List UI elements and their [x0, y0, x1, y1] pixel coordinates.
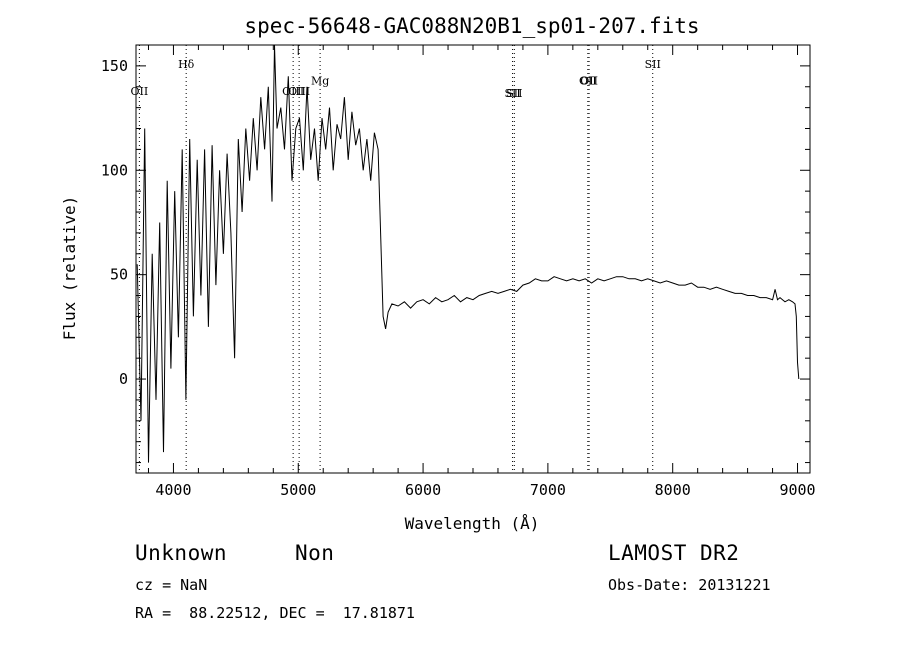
plot-frame [135, 44, 811, 474]
redshift-cz: cz = NaN [135, 576, 208, 594]
emission-label-6: SII [506, 87, 522, 100]
emission-label-8: OII [580, 75, 598, 88]
emission-label-1: Hδ [178, 58, 195, 71]
x-tick-label: 5000 [280, 481, 316, 499]
sky-coordinates: RA = 88.22512, DEC = 17.81871 [135, 604, 415, 622]
x-axis-label: Wavelength (Å) [405, 514, 540, 533]
spectral-subclass: Non [295, 541, 335, 565]
spectral-class: Unknown [135, 541, 228, 565]
emission-label-7: OII [579, 75, 597, 88]
observation-date: Obs-Date: 20131221 [608, 576, 771, 594]
y-tick-label: 100 [101, 161, 128, 179]
survey-name: LAMOST DR2 [608, 541, 740, 565]
y-axis-label: Flux (relative) [60, 196, 79, 341]
x-tick-label: 9000 [779, 481, 815, 499]
emission-label-5: SII [504, 87, 520, 100]
x-tick-label: 4000 [155, 481, 191, 499]
y-tick-label: 50 [110, 266, 128, 284]
y-tick-label: 150 [101, 57, 128, 75]
emission-label-3: OIII [288, 85, 310, 98]
chart-title: spec-56648-GAC088N20B1_sp01-207.fits [244, 14, 699, 38]
emission-label-9: SII [645, 58, 661, 71]
spectrum-series-0 [136, 44, 800, 463]
x-tick-label: 6000 [405, 481, 441, 499]
y-tick-label: 0 [119, 370, 128, 388]
emission-label-4: Mg [311, 75, 329, 88]
x-tick-label: 7000 [530, 481, 566, 499]
x-tick-label: 8000 [655, 481, 691, 499]
emission-label-0: OII [131, 85, 149, 98]
